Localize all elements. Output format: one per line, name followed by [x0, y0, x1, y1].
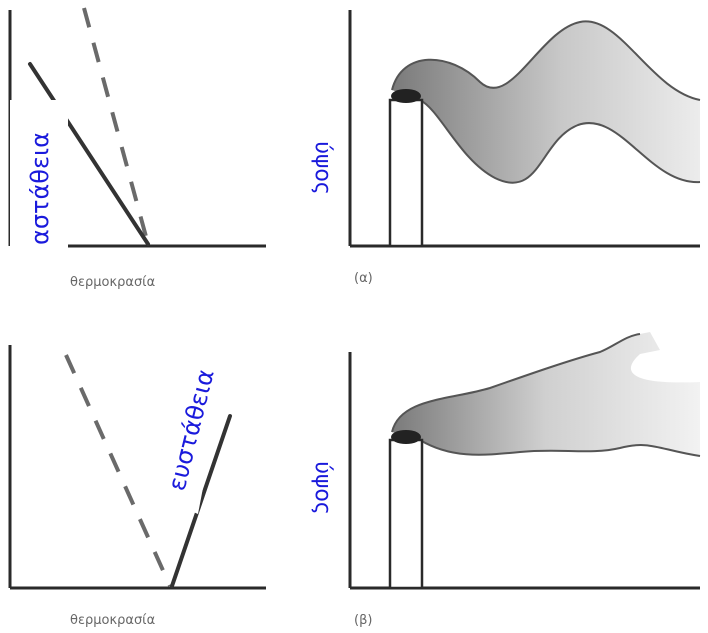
- top-left-temperature-graph: αστάθεια θερμοκρασία: [8, 7, 266, 290]
- annotation-panel: [10, 100, 68, 250]
- height-axis-label: ύψος: [310, 461, 335, 515]
- chimney-top: [391, 89, 421, 103]
- bottom-right-plume-graph: ύψος (β): [310, 332, 701, 628]
- environment-lapse-line: [28, 62, 150, 246]
- annotation-panel: [160, 320, 232, 514]
- adiabatic-dashed-line: [82, 7, 150, 245]
- panel-label: (α): [354, 271, 373, 286]
- panel-label: (β): [354, 613, 372, 628]
- environment-lapse-line: [170, 414, 232, 588]
- temperature-axis-label: θερμοκρασία: [70, 613, 155, 628]
- instability-label: αστάθεια: [26, 132, 54, 245]
- temperature-axis-label: θερμοκρασία: [70, 275, 155, 290]
- chimney-top: [391, 430, 421, 444]
- plume-upper-edge: [391, 20, 701, 101]
- plume-upper-edge: [391, 333, 641, 433]
- top-right-plume-graph: ύψος (α): [310, 10, 701, 286]
- plume-lower-edge: [419, 439, 701, 457]
- plume-lower-edge: [419, 99, 701, 184]
- height-axis-label: ύψος: [310, 141, 335, 195]
- bottom-left-temperature-graph: ευστάθεια θερμοκρασία: [8, 320, 266, 628]
- chimney-stack: [388, 438, 424, 590]
- coning-plume: [392, 332, 700, 456]
- looping-plume: [392, 21, 700, 183]
- chimney-stack: [388, 98, 424, 248]
- adiabatic-dashed-line: [64, 354, 172, 587]
